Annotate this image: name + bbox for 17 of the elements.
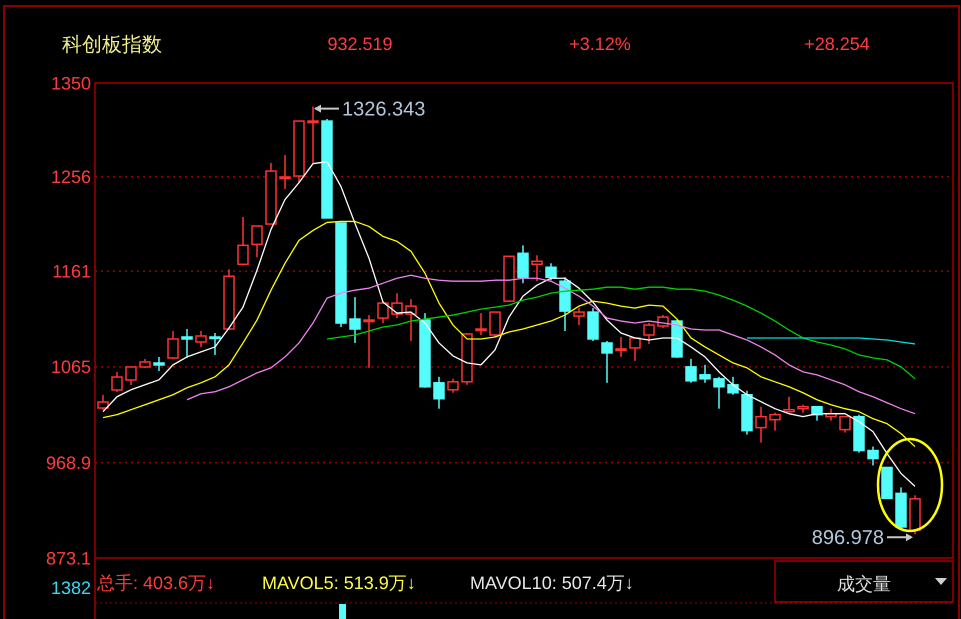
text: +3.12% (569, 34, 631, 54)
text: 932.519 (327, 34, 393, 54)
annotation: 896.978 (812, 527, 884, 550)
text: MAVOL10: 507.4万↓ (470, 573, 634, 593)
annotation: 1326.343 (342, 98, 426, 121)
text: 1382 (50, 578, 91, 598)
text: 总手: 403.6万↓ (96, 573, 216, 593)
y-tick-label: 1161 (52, 262, 91, 282)
y-tick-label: 1350 (50, 73, 91, 94)
text: MAVOL5: 513.9万↓ (262, 573, 416, 593)
y-tick-label: 873.1 (46, 548, 91, 568)
y-tick-label: 1256 (50, 166, 91, 187)
y-tick-label: 1065 (50, 357, 91, 378)
y-tick-label: 968.9 (46, 452, 91, 473)
text: +28.254 (804, 34, 870, 54)
text: 成交量 (837, 574, 891, 594)
chart-title: 科创板指数 (62, 34, 162, 56)
